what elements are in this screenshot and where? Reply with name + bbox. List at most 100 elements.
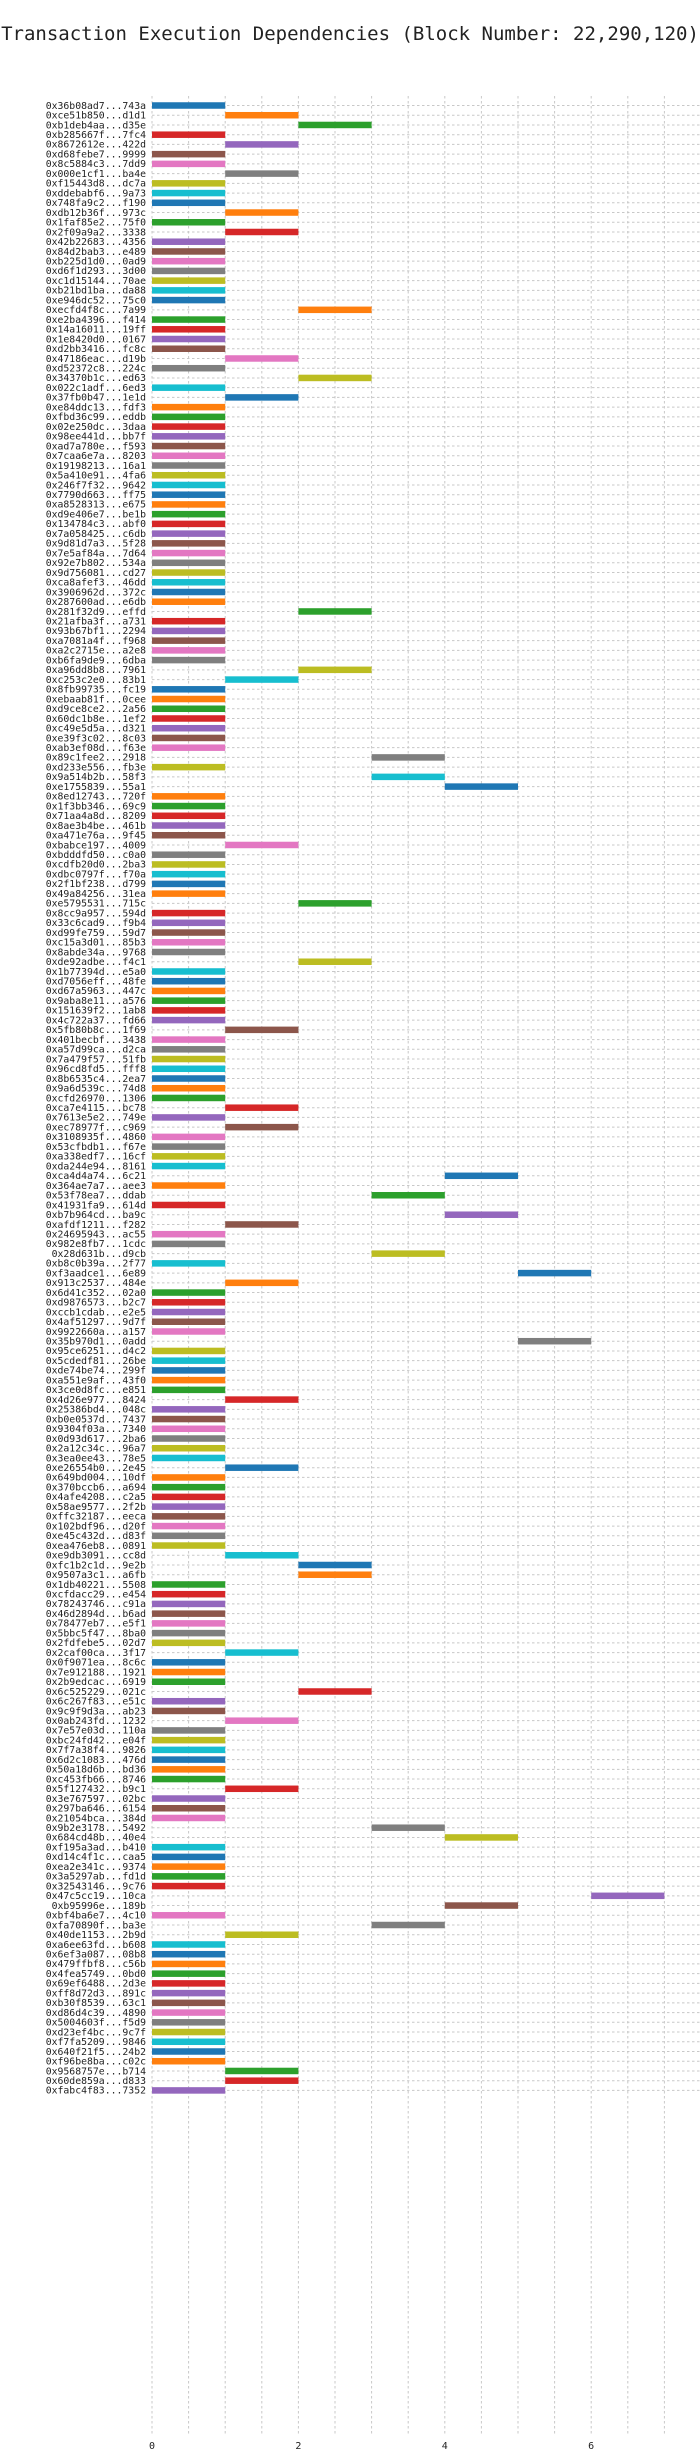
bar-181 <box>152 1863 226 1870</box>
bar-10 <box>152 199 226 207</box>
bar-66 <box>152 744 226 751</box>
y-tick-label: 0xab3ef08d...f63e <box>46 743 146 754</box>
y-tick-label: 0xfbd36c99...eddb <box>46 412 146 423</box>
bar-40 <box>152 491 226 498</box>
bar-120 <box>518 1269 592 1277</box>
y-tick-label: 0xea476eb8...0891 <box>46 1541 146 1552</box>
y-tick-label: 0x8fb99735...fc19 <box>46 685 146 696</box>
bar-13 <box>225 228 299 236</box>
bar-193 <box>152 1980 226 1987</box>
bar-54 <box>152 627 226 635</box>
y-tick-label: 0x41931fa9...614d <box>46 1200 146 1211</box>
y-tick-label: 0xce51b850...d1d1 <box>46 111 146 122</box>
bar-137 <box>152 1435 226 1442</box>
y-tick-label: 0x46d2894d...b6ad <box>46 1609 146 1620</box>
bar-16 <box>152 257 226 265</box>
bar-23 <box>152 326 226 333</box>
y-tick-label: 0x95ce6251...d4c2 <box>46 1346 146 1357</box>
bar-155 <box>152 1610 226 1617</box>
y-tick-label: 0xe946dc52...75c0 <box>46 295 146 306</box>
bar-114 <box>444 1211 518 1218</box>
bar-96 <box>152 1036 226 1043</box>
y-tick-label: 0xf195a3ad...b410 <box>46 1842 146 1853</box>
y-tick-label: 0x982e8fb7...1cdc <box>46 1239 146 1250</box>
y-tick-label: 0xbc24fd42...e04f <box>46 1735 146 1746</box>
y-tick-label: 0xbf4ba6e7...4c10 <box>46 1911 146 1922</box>
y-tick-label: 0x47c5cc19...10ca <box>46 1891 146 1902</box>
bar-78 <box>152 861 226 868</box>
y-tick-label: 0xa551e9af...43f0 <box>46 1375 146 1386</box>
y-tick-label: 0xa57d99ca...d2ca <box>46 1045 146 1056</box>
y-tick-label: 0xca4d4a74...6c21 <box>46 1171 146 1182</box>
bar-126 <box>152 1328 226 1335</box>
y-tick-label: 0x96cd8fd5...fff8 <box>46 1064 146 1075</box>
bar-22 <box>152 316 226 323</box>
y-tick-label: 0xf3aadce1...6e89 <box>46 1268 146 1279</box>
y-tick-label: 0x8ed12743...720f <box>46 792 146 803</box>
x-tick-label: 4 <box>442 2441 448 2452</box>
bar-142 <box>152 1483 226 1491</box>
y-tick-label: 0xb6fa9de9...6dba <box>46 655 146 666</box>
y-tick-label: 0xb8c0b39a...2f77 <box>46 1259 146 1270</box>
bar-186 <box>152 1912 226 1919</box>
y-tick-label: 0xd9ce8ce2...2a56 <box>46 704 146 715</box>
bar-46 <box>152 549 226 557</box>
y-tick-label: 0x21054bca...384d <box>46 1813 146 1824</box>
bar-82 <box>298 900 372 907</box>
bar-67 <box>371 754 445 761</box>
bar-146 <box>152 1522 226 1530</box>
bar-50 <box>152 588 226 596</box>
bar-115 <box>225 1221 299 1228</box>
y-tick-label: 0x53f78ea7...ddab <box>46 1191 146 1202</box>
y-tick-label: 0x5bbc5f47...8ba0 <box>46 1628 146 1639</box>
bar-109 <box>152 1162 226 1170</box>
bar-79 <box>152 870 226 878</box>
bar-17 <box>152 267 226 275</box>
y-tick-label: 0x9b2e3178...5492 <box>46 1823 146 1834</box>
y-tick-label: 0xad7a780e...f593 <box>46 441 146 452</box>
bar-99 <box>152 1065 226 1073</box>
bar-170 <box>152 1756 226 1763</box>
y-tick-label: 0x9304f03a...7340 <box>46 1424 146 1435</box>
y-tick-label: 0x50a18d6b...bd36 <box>46 1765 146 1776</box>
bar-191 <box>152 1960 226 1968</box>
y-tick-label: 0xd86d4c39...4890 <box>46 2008 146 2019</box>
y-tick-label: 0x60dc1b8e...1ef2 <box>46 714 146 725</box>
bar-128 <box>152 1347 226 1355</box>
bar-41 <box>152 501 226 508</box>
bar-32 <box>152 413 226 421</box>
y-tick-label: 0xfa70890f...ba3e <box>46 1920 146 1931</box>
y-tick-label: 0x022c1adf...6ed3 <box>46 383 146 394</box>
y-tick-label: 0xa96dd8b8...7961 <box>46 665 146 676</box>
bar-30 <box>225 394 299 401</box>
y-tick-label: 0x6c525229...021c <box>46 1687 146 1698</box>
bar-184 <box>591 1892 665 1900</box>
bar-203 <box>225 2077 299 2084</box>
bar-116 <box>152 1230 226 1238</box>
y-tick-label: 0x36b08ad7...743a <box>46 101 146 112</box>
bar-98 <box>152 1055 226 1063</box>
bar-131 <box>152 1376 226 1384</box>
bar-59 <box>225 676 299 683</box>
y-tick-label: 0x3108935f...4860 <box>46 1132 146 1143</box>
y-tick-label: 0x684cd48b...40e4 <box>46 1833 146 1844</box>
bar-80 <box>152 880 226 888</box>
y-tick-label: 0xb285667f...7fc4 <box>46 130 146 141</box>
bar-148 <box>152 1542 226 1549</box>
y-tick-label: 0x134784c3...abf0 <box>46 519 146 530</box>
bar-62 <box>152 705 226 713</box>
y-tick-label: 0x9c9f9d3a...ab23 <box>46 1706 146 1717</box>
y-tick-label: 0xd52372c8...224c <box>46 364 146 375</box>
y-tick-label: 0x1b77394d...e5a0 <box>46 967 146 978</box>
bar-76 <box>225 841 299 849</box>
y-tick-label: 0x364ae7a7...aee3 <box>46 1181 146 1192</box>
y-tick-label: 0x9d81d7a3...5f28 <box>46 539 146 550</box>
y-tick-label: 0x3906962d...372c <box>46 587 146 598</box>
bar-140 <box>225 1464 299 1471</box>
y-tick-label: 0x71aa4a8d...8209 <box>46 811 146 822</box>
y-tick-label: 0x2caf00ca...3f17 <box>46 1648 146 1659</box>
y-tick-label: 0xf15443d8...dc7a <box>46 179 146 190</box>
y-tick-label: 0xe26554b0...2e45 <box>46 1463 146 1474</box>
y-tick-label: 0xc453fb66...8746 <box>46 1774 146 1785</box>
